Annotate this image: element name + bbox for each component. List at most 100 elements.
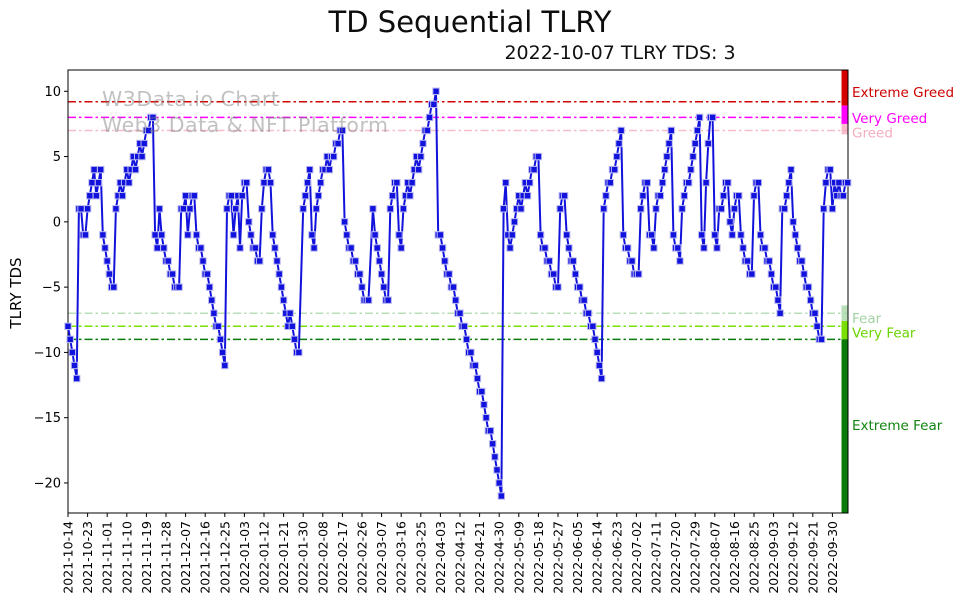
data-point xyxy=(767,270,776,278)
data-point xyxy=(467,348,475,357)
data-point xyxy=(730,205,739,213)
data-point xyxy=(157,231,166,239)
data-point xyxy=(674,244,682,252)
data-point xyxy=(386,205,395,213)
data-point xyxy=(702,178,710,187)
data-point xyxy=(717,205,726,213)
data-point xyxy=(197,244,205,252)
data-point xyxy=(175,283,183,291)
data-point xyxy=(334,139,342,148)
y-tick-label: 5 xyxy=(53,150,61,165)
data-point xyxy=(560,192,569,200)
data-point xyxy=(782,192,791,200)
data-point xyxy=(780,205,789,213)
data-point xyxy=(288,322,297,330)
data-point xyxy=(571,270,580,278)
data-point xyxy=(576,283,584,291)
data-point xyxy=(508,231,516,239)
data-point xyxy=(473,374,482,383)
data-point xyxy=(393,178,401,187)
data-point xyxy=(66,335,74,344)
x-tick-label: 2021-11-19 xyxy=(139,521,154,594)
data-point xyxy=(205,283,214,291)
data-point xyxy=(399,205,408,213)
data-point xyxy=(556,205,564,213)
data-point xyxy=(665,139,673,148)
data-point xyxy=(101,244,109,252)
data-point xyxy=(806,296,815,304)
data-point xyxy=(491,453,499,461)
data-point xyxy=(242,178,251,187)
data-point xyxy=(693,126,702,135)
data-point xyxy=(600,205,608,213)
x-tick-label: 2022-08-25 xyxy=(747,521,762,594)
data-point xyxy=(356,270,364,278)
data-point xyxy=(554,283,562,291)
data-point xyxy=(691,139,699,148)
data-point xyxy=(155,205,164,213)
data-point xyxy=(236,244,244,252)
data-point xyxy=(663,152,671,161)
data-point xyxy=(456,309,464,317)
data-point xyxy=(269,231,277,239)
data-point xyxy=(495,479,503,487)
data-point xyxy=(149,113,157,122)
data-point xyxy=(377,270,386,278)
data-point xyxy=(299,205,307,213)
data-point xyxy=(190,192,199,200)
data-point xyxy=(160,244,168,252)
data-point xyxy=(301,192,310,200)
data-point xyxy=(73,374,81,383)
data-point xyxy=(406,192,414,200)
data-point xyxy=(772,283,780,291)
data-point xyxy=(451,296,460,304)
data-point xyxy=(480,400,488,409)
data-point xyxy=(819,205,828,213)
data-point xyxy=(486,427,495,435)
data-point xyxy=(258,205,266,213)
x-tick-label: 2021-12-16 xyxy=(198,521,213,594)
y-tick-label: −5 xyxy=(42,281,61,296)
x-tick-label: 2022-01-21 xyxy=(276,521,291,594)
data-point xyxy=(610,165,619,174)
zone-bar-very-fear xyxy=(841,321,849,340)
data-point xyxy=(125,178,133,187)
x-tick-label: 2021-11-10 xyxy=(119,521,134,594)
data-point xyxy=(138,152,146,161)
data-point xyxy=(471,361,479,370)
data-point xyxy=(584,309,593,317)
data-point xyxy=(534,152,543,161)
data-point xyxy=(488,440,497,448)
data-point xyxy=(776,309,784,317)
x-tick-label: 2022-09-30 xyxy=(825,521,840,594)
data-point xyxy=(77,205,85,213)
data-point xyxy=(563,231,571,239)
data-point xyxy=(223,205,231,213)
data-point xyxy=(199,257,207,265)
data-point xyxy=(112,205,120,213)
data-point xyxy=(580,296,588,304)
data-point xyxy=(661,165,669,174)
x-tick-label: 2021-10-14 xyxy=(61,521,76,594)
data-point xyxy=(798,257,806,265)
data-point xyxy=(506,244,514,252)
y-tick-label: −10 xyxy=(34,346,61,361)
data-point xyxy=(423,126,432,135)
x-tick-label: 2022-01-12 xyxy=(257,521,272,594)
data-point xyxy=(462,335,471,344)
data-point xyxy=(750,192,758,200)
data-point xyxy=(371,231,379,239)
x-tick-label: 2022-04-03 xyxy=(433,521,448,594)
data-point xyxy=(340,218,349,226)
zone-label-very-fear: Very Fear xyxy=(852,325,916,341)
data-point xyxy=(325,165,334,174)
data-point xyxy=(343,231,351,239)
data-point xyxy=(478,387,486,396)
data-point xyxy=(218,348,227,357)
data-point xyxy=(312,205,320,213)
data-point xyxy=(395,231,403,239)
data-point xyxy=(650,244,658,252)
data-point xyxy=(408,178,416,187)
data-point xyxy=(380,283,388,291)
data-point xyxy=(231,205,240,213)
